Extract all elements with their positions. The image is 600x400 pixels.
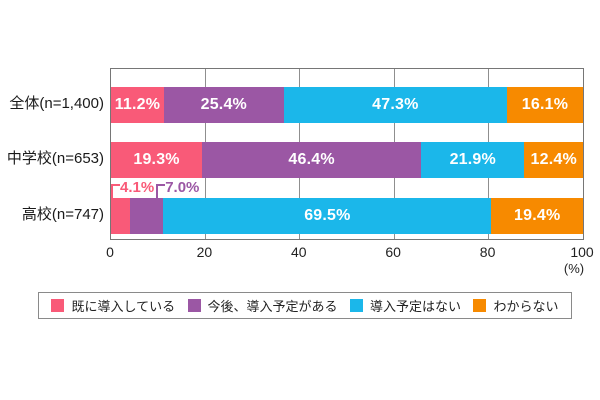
legend-swatch-icon	[350, 299, 363, 312]
bar-segment-row2-series3: 19.4%	[491, 198, 583, 234]
annotation-value-label: 7.0%	[165, 179, 200, 196]
legend-item-0: 既に導入している	[51, 296, 175, 315]
legend-label: 既に導入している	[71, 299, 176, 314]
annotation-corner-bracket	[156, 184, 166, 199]
segment-value-label: 19.3%	[133, 151, 180, 168]
bar-row-0: 11.2% 25.4% 47.3% 16.1%	[111, 87, 583, 123]
plot-area: 11.2% 25.4% 47.3% 16.1% 19.3% 46.4% 21.9% 12.4%…	[110, 68, 584, 240]
category-label-0: 全体(n=1,400)	[9, 95, 104, 112]
category-label-1: 中学校(n=653)	[6, 150, 104, 167]
segment-value-label: 16.1%	[521, 96, 569, 113]
bar-segment-row2-series2: 69.5%	[163, 198, 492, 234]
legend-item-2: 導入予定はない	[350, 296, 461, 315]
bar-segment-row1-series0: 19.3%	[111, 142, 203, 178]
bar-segment-row1-series2: 21.9%	[421, 142, 525, 178]
annotation-item-row2-series1: 7.0%	[156, 179, 201, 199]
outside-value-labels: 4.1% 7.0%	[111, 179, 201, 199]
x-tick-label-80: 80	[479, 244, 496, 260]
legend-swatch-icon	[473, 299, 487, 312]
legend-item-3: わからない	[473, 296, 558, 315]
segment-value-label: 12.4%	[530, 151, 577, 168]
bar-segment-row0-series1: 25.4%	[163, 87, 284, 123]
annotation-corner-bracket	[111, 184, 120, 199]
legend: 既に導入している 今後、導入予定がある 導入予定はない わからない	[38, 292, 572, 319]
annotation-item-row2-series0: 4.1%	[111, 179, 156, 199]
legend-swatch-icon	[187, 299, 201, 312]
x-tick-label-60: 60	[385, 244, 401, 260]
bar-segment-row1-series1: 46.4%	[202, 142, 422, 178]
segment-value-label: 11.2%	[114, 96, 161, 113]
bar-row-2: 69.5% 19.4%	[111, 198, 583, 234]
bar-segment-row0-series0: 11.2%	[111, 87, 164, 123]
x-tick-label-0: 0	[106, 244, 114, 260]
legend-item-1: 今後、導入予定がある	[187, 296, 338, 315]
x-tick-label-40: 40	[291, 244, 307, 260]
segment-value-label: 69.5%	[304, 207, 351, 224]
x-axis-unit: (%)	[563, 261, 585, 276]
legend-label: 導入予定はない	[370, 299, 462, 314]
category-label-2: 高校(n=747)	[21, 206, 104, 223]
legend-label: わからない	[493, 299, 559, 314]
legend-label: 今後、導入予定がある	[207, 299, 338, 314]
segment-value-label: 47.3%	[372, 96, 419, 113]
segment-value-label: 19.4%	[514, 207, 561, 224]
bar-segment-row1-series3: 12.4%	[524, 142, 583, 178]
segment-value-label: 46.4%	[288, 151, 335, 168]
bar-segment-row2-series0	[111, 198, 131, 234]
bar-segment-row0-series2: 47.3%	[283, 87, 507, 123]
segment-value-label: 25.4%	[200, 96, 247, 113]
legend-swatch-icon	[51, 299, 65, 312]
bar-segment-row2-series1	[130, 198, 164, 234]
x-tick-label-100: 100	[570, 244, 594, 260]
bar-row-1: 19.3% 46.4% 21.9% 12.4%	[111, 142, 583, 178]
segment-value-label: 21.9%	[449, 151, 496, 168]
bar-segment-row0-series3: 16.1%	[506, 87, 583, 123]
x-tick-label-20: 20	[196, 244, 213, 260]
annotation-value-label: 4.1%	[120, 179, 155, 196]
